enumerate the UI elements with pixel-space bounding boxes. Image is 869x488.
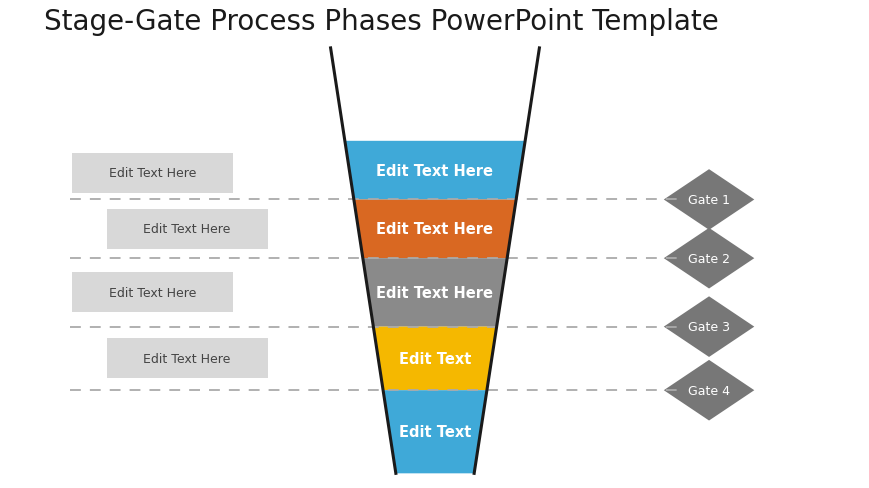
Text: Gate 2: Gate 2	[687, 252, 729, 265]
Text: Edit Text Here: Edit Text Here	[143, 352, 230, 365]
Text: Edit Text Here: Edit Text Here	[109, 286, 196, 299]
FancyBboxPatch shape	[71, 273, 232, 313]
Text: Edit Text: Edit Text	[398, 351, 471, 366]
Polygon shape	[663, 228, 753, 289]
Text: Edit Text Here: Edit Text Here	[376, 285, 493, 300]
Text: Edit Text Here: Edit Text Here	[376, 222, 493, 237]
Text: Gate 4: Gate 4	[687, 384, 729, 397]
Text: Edit Text Here: Edit Text Here	[143, 223, 230, 236]
Polygon shape	[663, 360, 753, 421]
FancyBboxPatch shape	[107, 209, 268, 249]
Polygon shape	[354, 200, 515, 259]
FancyBboxPatch shape	[71, 153, 232, 193]
Text: Edit Text Here: Edit Text Here	[376, 163, 493, 178]
Polygon shape	[344, 142, 525, 200]
Polygon shape	[373, 327, 496, 390]
FancyBboxPatch shape	[107, 339, 268, 379]
Text: Gate 1: Gate 1	[687, 194, 729, 206]
Polygon shape	[663, 170, 753, 230]
Text: Gate 3: Gate 3	[687, 321, 729, 333]
Text: Edit Text Here: Edit Text Here	[109, 167, 196, 180]
Polygon shape	[663, 297, 753, 357]
Polygon shape	[382, 390, 487, 473]
Text: Stage-Gate Process Phases PowerPoint Template: Stage-Gate Process Phases PowerPoint Tem…	[43, 8, 718, 36]
Polygon shape	[362, 259, 507, 327]
Text: Edit Text: Edit Text	[398, 425, 471, 439]
